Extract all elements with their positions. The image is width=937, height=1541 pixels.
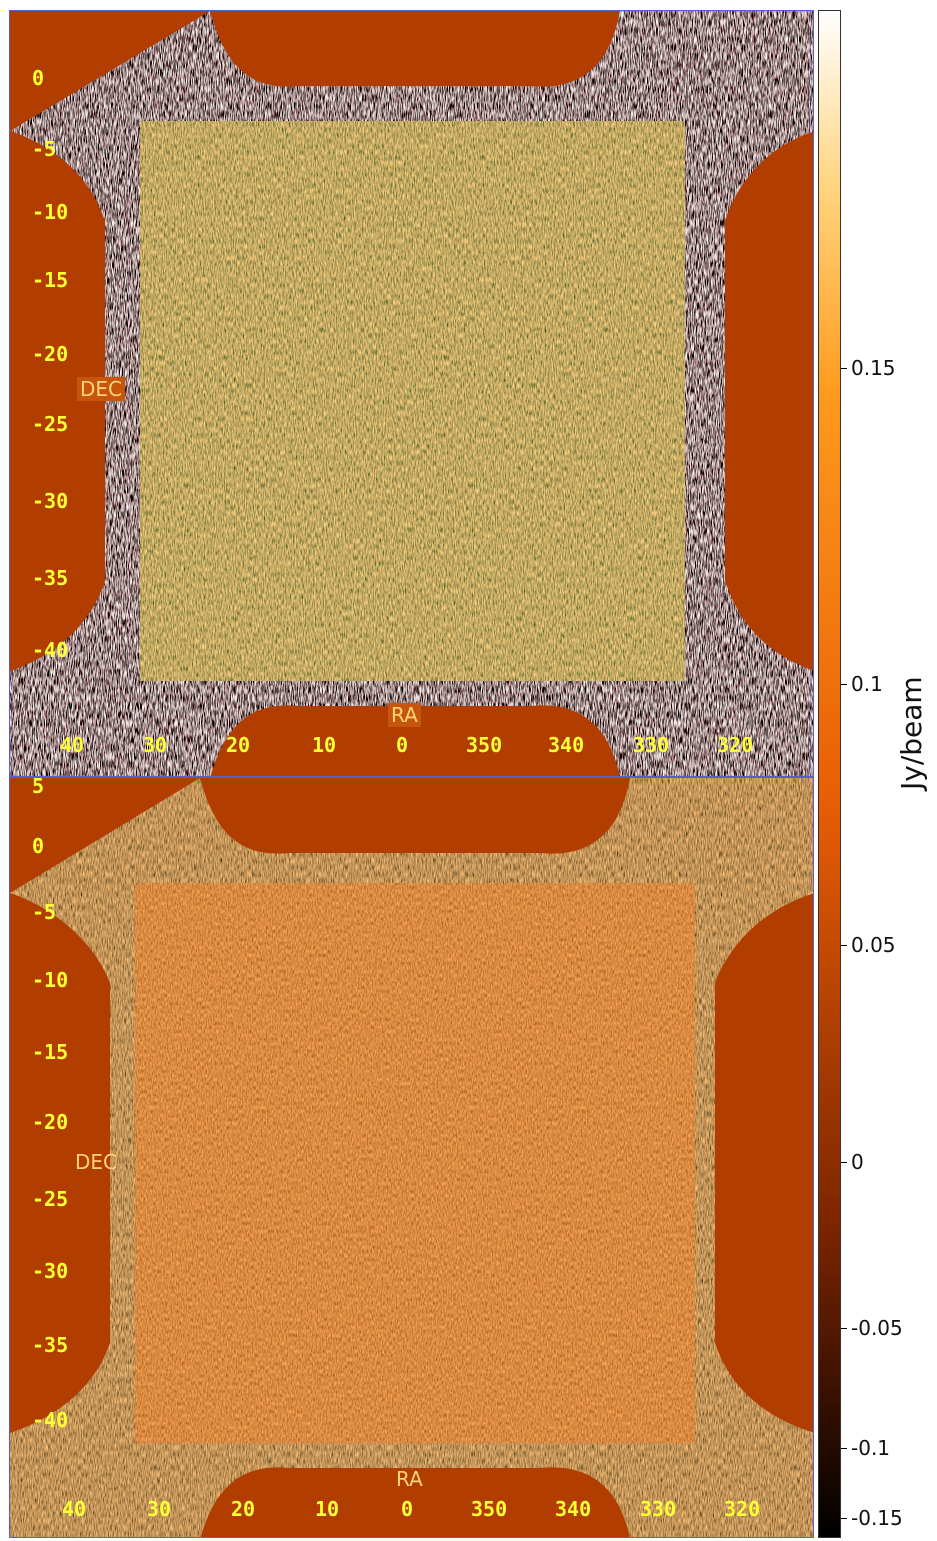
colorbar-tick-label: -0.15 [851,1506,903,1530]
dec-tick: -35 [32,1333,69,1357]
ra-tick: 350 [471,1497,508,1521]
dec-tick: -25 [32,1187,69,1211]
top-sky-map-panel: 0 -5 -10 -15 -20 -25 -30 -35 -40 DEC 40 … [9,10,814,777]
ra-tick: 40 [60,733,85,757]
dec-tick: -5 [32,137,57,161]
ra-tick: 20 [231,1497,256,1521]
dec-tick: -15 [32,1040,69,1064]
colorbar-tick-label: 0.15 [851,356,896,380]
dec-tick: 0 [32,66,45,90]
colorbar-tick-label: 0.05 [851,933,896,957]
dec-tick: -30 [32,489,69,513]
ra-tick: 340 [555,1497,592,1521]
colorbar-tick-label: 0 [851,1150,864,1174]
ra-tick: 30 [147,1497,172,1521]
colorbar [818,10,841,1538]
colorbar-tick-label: -0.05 [851,1316,903,1340]
colorbar-tick [841,368,847,369]
dec-tick: -10 [32,968,69,992]
colorbar-tick [841,945,847,946]
ra-tick: 330 [633,733,670,757]
ra-tick: 20 [226,733,251,757]
dec-axis-label: DEC [75,1150,118,1174]
colorbar-tick [841,1448,847,1449]
ra-tick: 30 [143,733,168,757]
bottom-sky-map-image [10,778,813,1537]
ra-axis-label: RA [396,1467,423,1491]
dec-tick: -15 [32,268,69,292]
ra-tick: 350 [466,733,503,757]
ra-tick: 0 [401,1497,414,1521]
dec-tick: -20 [32,1110,69,1134]
ra-tick: 330 [640,1497,677,1521]
dec-tick: 0 [32,834,45,858]
ra-tick: 0 [396,733,409,757]
colorbar-tick [841,1518,847,1519]
dec-axis-label: DEC [77,377,126,401]
dec-tick: -10 [32,200,69,224]
colorbar-title: Jy/beam [895,676,928,790]
colorbar-tick [841,1328,847,1329]
dec-tick: -40 [32,638,69,662]
dec-tick: -40 [32,1408,69,1432]
dec-tick: -25 [32,412,69,436]
ra-tick: 10 [315,1497,340,1521]
ra-axis-label: RA [388,703,421,727]
colorbar-tick-label: 0.1 [851,672,883,696]
colorbar-tick [841,684,847,685]
ra-tick: 320 [717,733,754,757]
colorbar-tick-label: -0.1 [851,1436,891,1460]
dec-tick: -20 [32,342,69,366]
ra-tick: 340 [548,733,585,757]
ra-tick: 320 [724,1497,761,1521]
ra-tick: 40 [62,1497,87,1521]
ra-tick: 10 [312,733,337,757]
dec-tick: -5 [32,900,57,924]
dec-tick: -35 [32,566,69,590]
colorbar-tick [841,1162,847,1163]
dec-tick: 5 [32,777,45,798]
top-sky-map-image [10,11,813,776]
dec-tick: -30 [32,1259,69,1283]
bottom-sky-map-panel: 5 0 -5 -10 -15 -20 -25 -30 -35 -40 DEC 4… [9,777,814,1538]
